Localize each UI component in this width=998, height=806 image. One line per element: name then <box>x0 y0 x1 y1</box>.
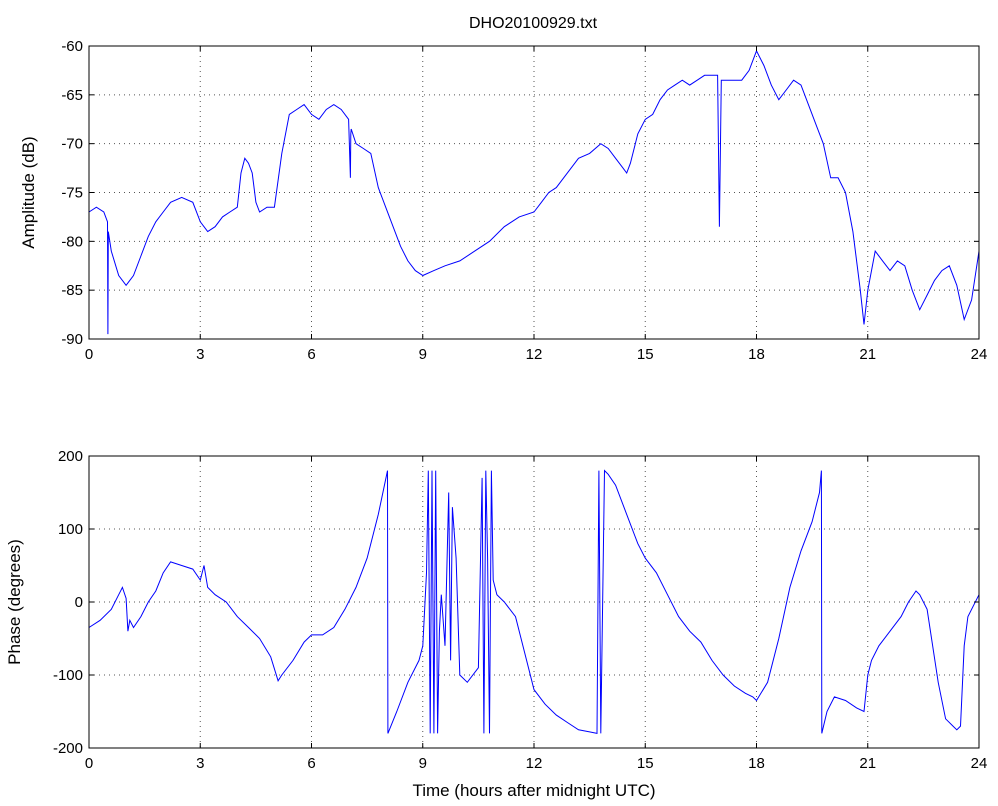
amplitude-y-tick-label: -80 <box>61 233 83 250</box>
amplitude-y-axis-title: Amplitude (dB) <box>19 136 38 248</box>
amplitude-y-tick-label: -75 <box>61 185 83 202</box>
phase-y-tick-label: 100 <box>58 521 83 538</box>
phase-y-tick-label: 0 <box>75 594 83 611</box>
amplitude-x-tick-label: 15 <box>637 346 654 363</box>
phase-x-tick-label: 6 <box>307 755 315 772</box>
phase-x-tick-label: 0 <box>85 755 93 772</box>
amplitude-x-tick-label: 6 <box>307 346 315 363</box>
phase-x-tick-label: 12 <box>526 755 543 772</box>
amplitude-y-tick-label: -60 <box>61 38 83 55</box>
phase-series <box>88 469 980 735</box>
amplitude-tick-labels: 0 3 6 9 12 15 18 21 24 -90 -85 -80 -75 -70 -65 -60 <box>61 38 987 363</box>
phase-y-tick-label: -100 <box>53 667 83 684</box>
amplitude-x-tick-label: 3 <box>196 346 204 363</box>
phase-x-tick-label: 21 <box>859 755 876 772</box>
phase-x-tick-label: 15 <box>637 755 654 772</box>
amplitude-series <box>88 49 980 335</box>
phase-y-axis-title: Phase (degrees) <box>5 539 24 665</box>
amplitude-x-tick-label: 0 <box>85 346 93 363</box>
amplitude-panel: 0 3 6 9 12 15 18 21 24 -90 -85 -80 -75 -70 -65 -60 Ampl… <box>19 38 987 363</box>
amplitude-ticks <box>88 45 980 340</box>
phase-y-tick-label: -200 <box>53 740 83 757</box>
amplitude-x-tick-label: 24 <box>971 346 988 363</box>
phase-panel: 0 3 6 9 12 15 18 21 24 -200 -100 0 100 200 Phase (deg… <box>5 448 987 800</box>
phase-grid <box>89 456 979 748</box>
amplitude-y-tick-label: -70 <box>61 136 83 153</box>
amplitude-x-tick-label: 18 <box>748 346 765 363</box>
figure-title: DHO20100929.txt <box>469 15 598 32</box>
amplitude-series-line <box>88 49 980 335</box>
phase-ticks <box>88 455 980 749</box>
phase-x-tick-label: 9 <box>419 755 427 772</box>
amplitude-x-tick-label: 12 <box>526 346 543 363</box>
amplitude-x-tick-label: 21 <box>859 346 876 363</box>
amplitude-y-tick-label: -65 <box>61 87 83 104</box>
phase-x-tick-label: 18 <box>748 755 765 772</box>
amplitude-x-tick-label: 9 <box>419 346 427 363</box>
phase-x-tick-label: 3 <box>196 755 204 772</box>
phase-x-axis-title: Time (hours after midnight UTC) <box>412 781 655 800</box>
amplitude-grid <box>89 46 979 339</box>
phase-x-tick-label: 24 <box>971 755 988 772</box>
amplitude-y-tick-label: -85 <box>61 282 83 299</box>
phase-tick-labels: 0 3 6 9 12 15 18 21 24 -200 -100 0 100 200 <box>53 448 987 772</box>
amplitude-y-tick-label: -90 <box>61 331 83 348</box>
phase-y-tick-label: 200 <box>58 448 83 465</box>
phase-series-line <box>88 469 980 735</box>
